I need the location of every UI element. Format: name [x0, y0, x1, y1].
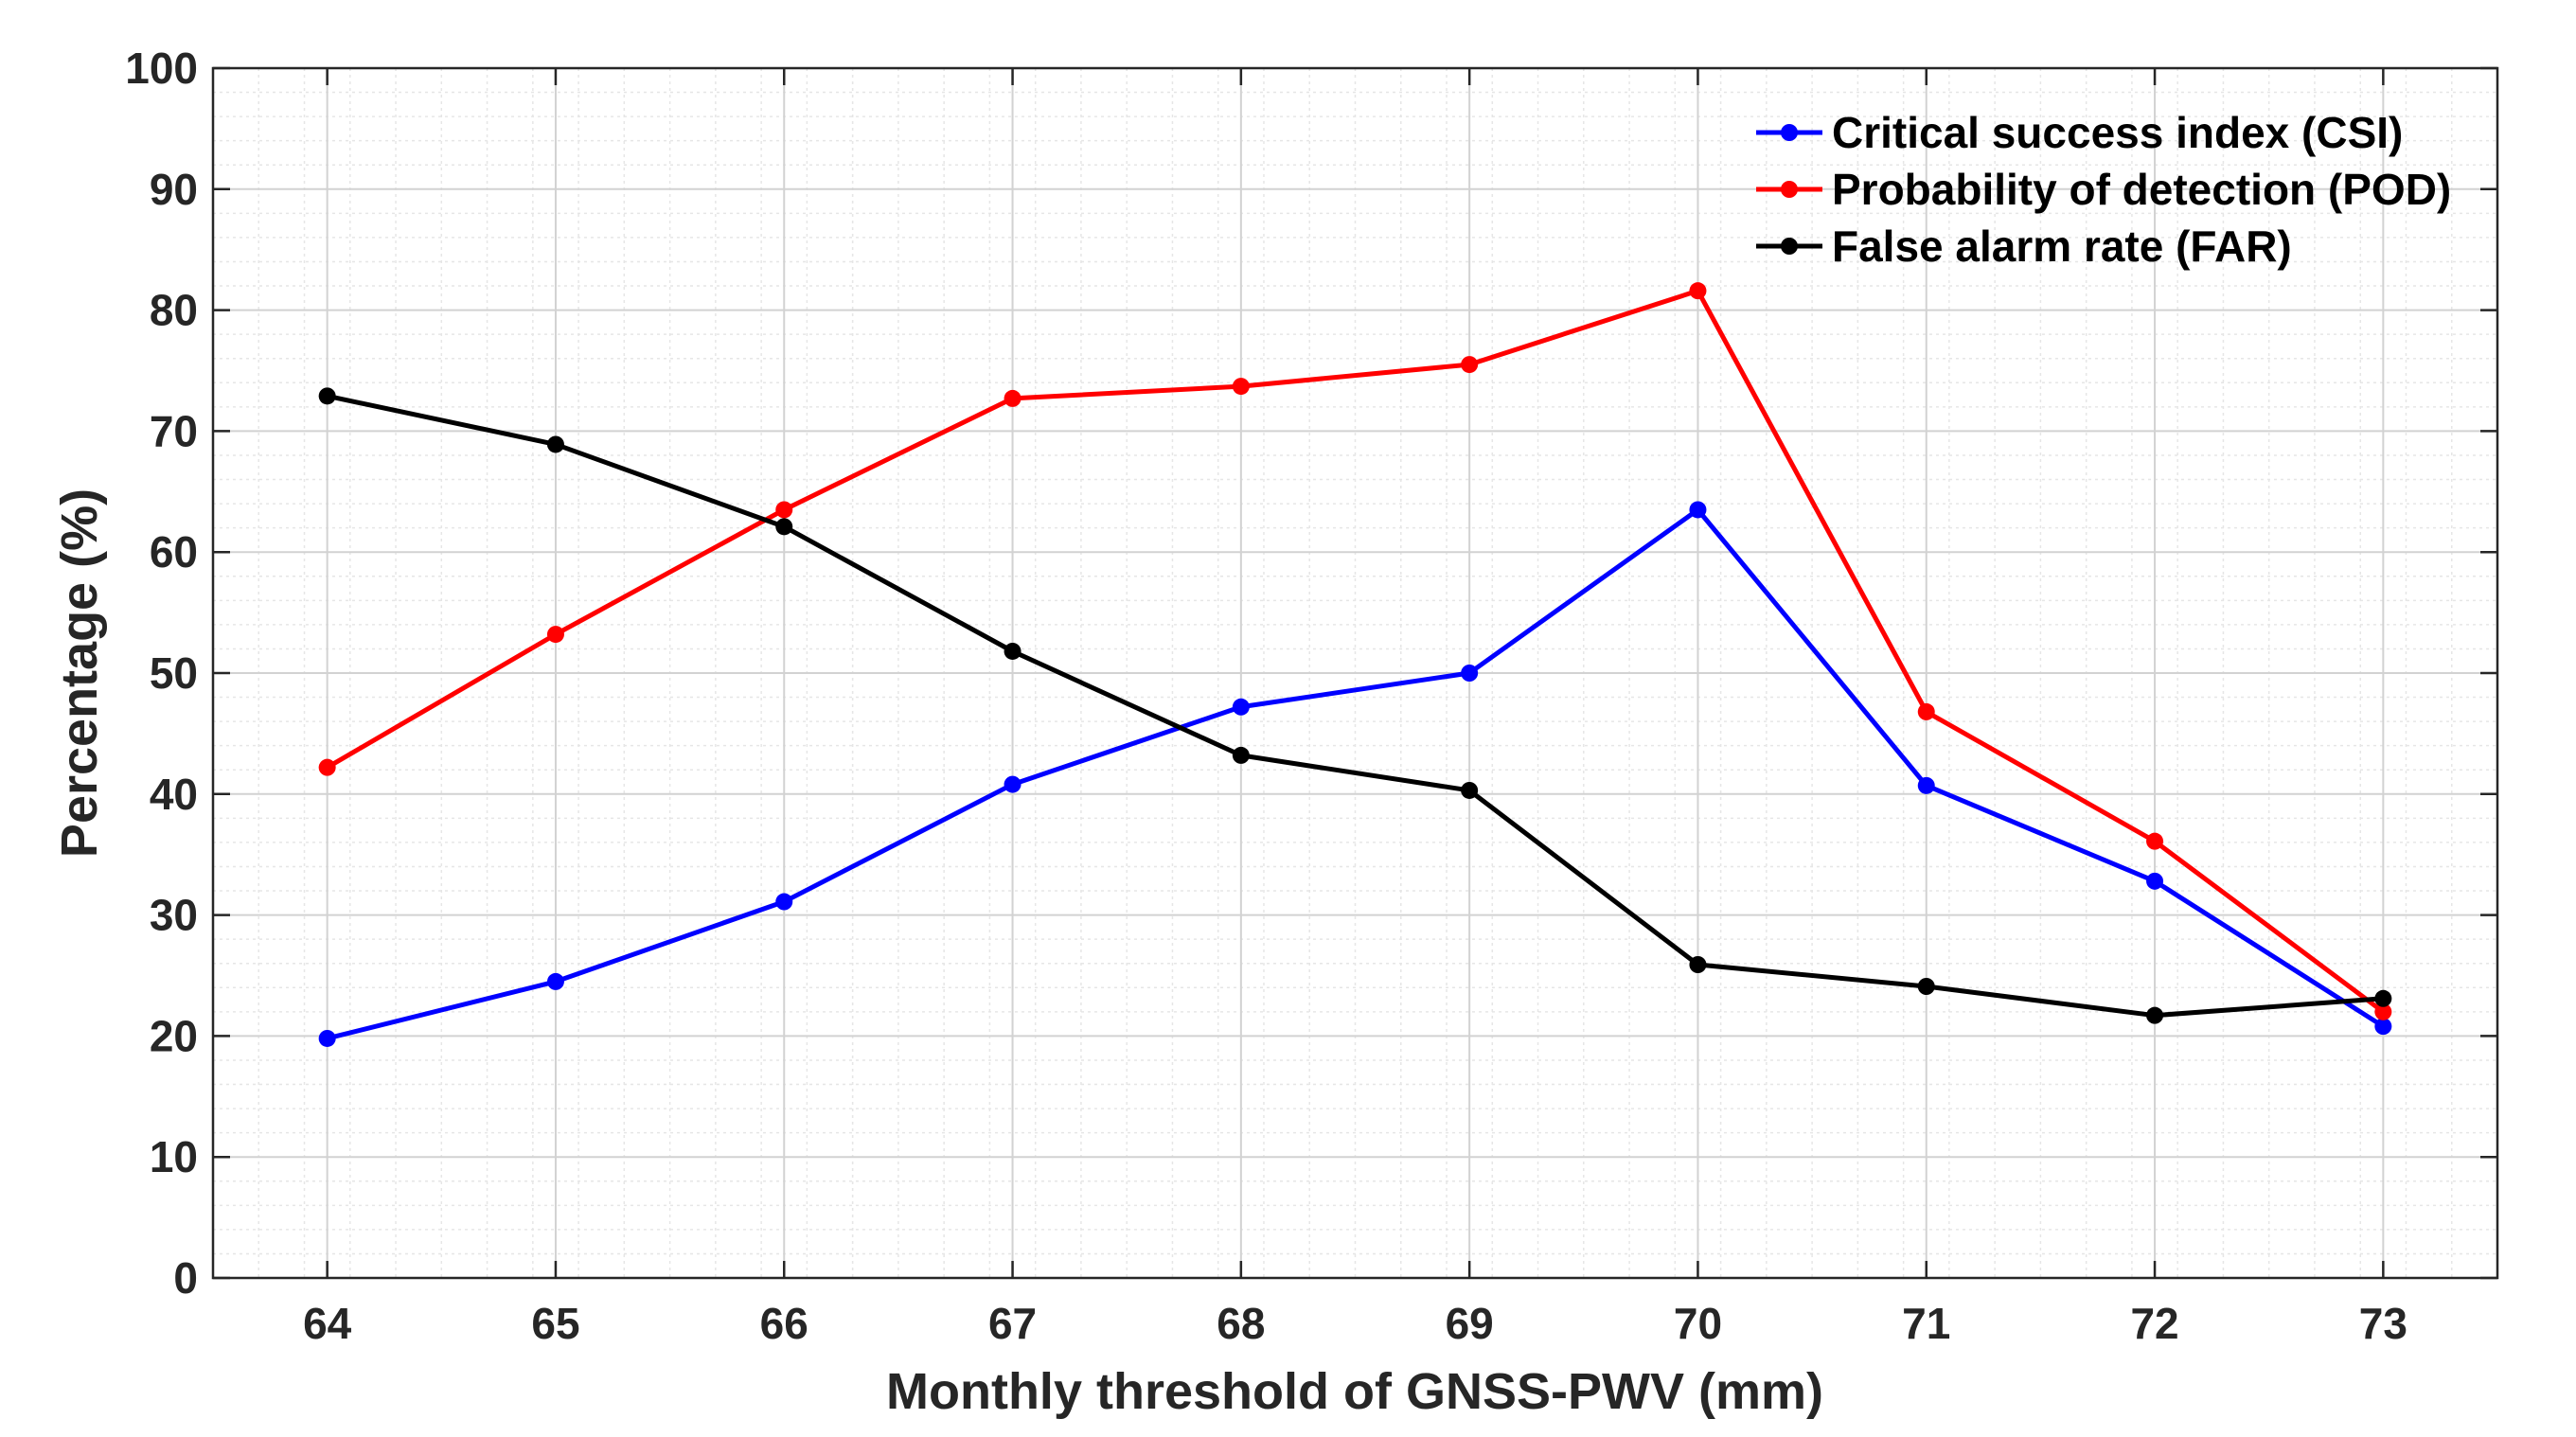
legend-entry-pod: Probability of detection (POD) — [1756, 165, 2451, 214]
legend-label: Probability of detection (POD) — [1832, 165, 2451, 214]
legend-marker — [1781, 238, 1798, 255]
data-point-far — [1004, 642, 1022, 660]
data-point-far — [1689, 955, 1707, 973]
x-tick-label: 69 — [1446, 1299, 1494, 1348]
data-point-pod — [1689, 282, 1707, 300]
data-point-csi — [318, 1029, 336, 1047]
data-point-pod — [775, 501, 793, 519]
x-tick-label: 70 — [1674, 1299, 1722, 1348]
x-tick-label: 71 — [1902, 1299, 1950, 1348]
data-point-far — [2374, 989, 2392, 1007]
legend-label: False alarm rate (FAR) — [1832, 222, 2292, 271]
y-tick-label: 40 — [150, 770, 198, 819]
series-pod — [318, 282, 2392, 1020]
data-point-csi — [775, 893, 793, 911]
data-point-pod — [318, 758, 336, 776]
x-tick-label: 65 — [531, 1299, 579, 1348]
legend: Critical success index (CSI) Probability … — [1756, 108, 2451, 271]
data-point-csi — [1004, 775, 1022, 793]
y-axis-title: Percentage (%) — [51, 488, 108, 858]
data-point-csi — [2374, 1018, 2392, 1036]
series-line-csi — [327, 506, 2385, 1041]
x-tick-label: 66 — [760, 1299, 808, 1348]
data-point-far — [318, 387, 336, 405]
series-line-pod — [326, 288, 2385, 1014]
x-tick-label: 68 — [1217, 1299, 1265, 1348]
y-tick-label: 0 — [173, 1253, 198, 1303]
y-tick-label: 10 — [150, 1132, 198, 1181]
data-point-pod — [2374, 1002, 2392, 1020]
data-point-far — [1917, 978, 1935, 996]
data-point-far — [2146, 1006, 2164, 1024]
series-line-far — [327, 393, 2384, 1019]
x-tick-label: 72 — [2130, 1299, 2178, 1348]
legend-marker — [1781, 181, 1798, 198]
y-tick-label: 60 — [150, 527, 198, 577]
data-point-csi — [1689, 501, 1707, 519]
data-point-pod — [2146, 832, 2164, 850]
legend-entry-csi: Critical success index (CSI) — [1756, 108, 2403, 157]
data-series — [318, 282, 2392, 1047]
legend-label: Critical success index (CSI) — [1832, 108, 2403, 157]
data-point-pod — [1004, 389, 1022, 407]
data-point-pod — [1461, 356, 1479, 374]
data-point-csi — [1917, 776, 1935, 794]
legend-entry-far: False alarm rate (FAR) — [1756, 222, 2292, 271]
x-tick-label: 73 — [2359, 1299, 2407, 1348]
y-tick-label: 30 — [150, 891, 198, 940]
y-axis-ticks: 0 10 20 30 40 50 60 70 80 90 100 — [125, 44, 2497, 1303]
x-tick-label: 67 — [988, 1299, 1037, 1348]
x-tick-label: 64 — [303, 1299, 352, 1348]
data-point-csi — [1461, 665, 1479, 682]
y-tick-label: 50 — [150, 648, 198, 698]
x-axis-ticks: 64 65 66 67 68 69 70 71 72 73 — [303, 68, 2407, 1348]
data-point-far — [1461, 781, 1479, 799]
data-point-csi — [2146, 872, 2164, 890]
y-tick-label: 90 — [150, 165, 198, 214]
legend-marker — [1781, 124, 1798, 141]
data-point-csi — [546, 972, 564, 990]
data-point-pod — [546, 626, 564, 644]
data-point-pod — [1917, 702, 1935, 720]
series-csi — [318, 501, 2392, 1047]
y-tick-label: 100 — [125, 44, 198, 93]
y-tick-label: 70 — [150, 406, 198, 455]
data-point-far — [1232, 746, 1250, 764]
y-tick-label: 20 — [150, 1011, 198, 1060]
series-far — [318, 387, 2392, 1024]
data-point-far — [775, 518, 793, 536]
data-point-pod — [1232, 378, 1250, 396]
x-axis-title: Monthly threshold of GNSS-PWV (mm) — [886, 1363, 1823, 1420]
data-point-csi — [1232, 698, 1250, 716]
data-point-far — [546, 435, 564, 453]
y-tick-label: 80 — [150, 286, 198, 335]
